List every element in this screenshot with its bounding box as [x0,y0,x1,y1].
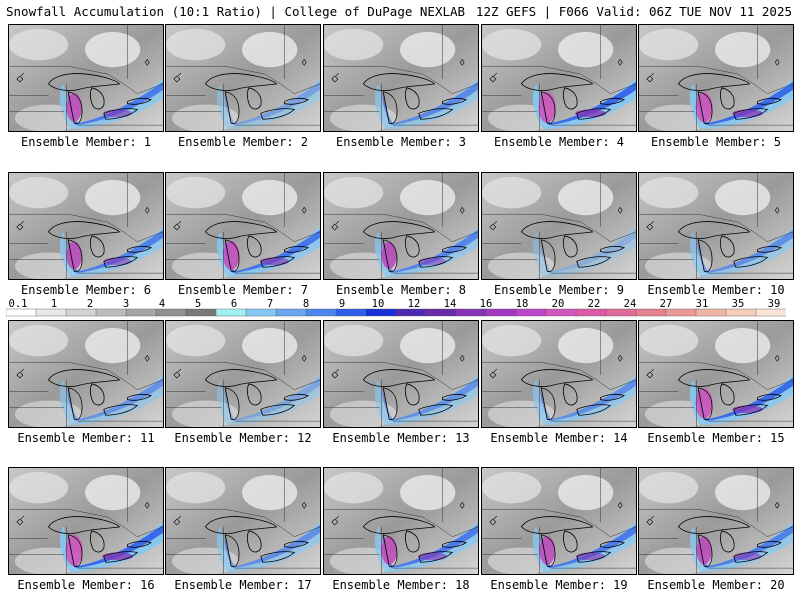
colorbar-tick-label: 20 [552,298,565,310]
ensemble-member-label: Ensemble Member: 7 [177,283,309,297]
colorbar-tick-label: 31 [696,298,709,310]
ensemble-map-panel [165,467,321,575]
colorbar-tick-label: 35 [732,298,745,310]
colorbar-swatch [605,308,637,317]
ensemble-map-panel [323,320,479,428]
ensemble-map-panel [8,24,164,132]
ensemble-map-panel [481,24,637,132]
ensemble-member-label: Ensemble Member: 12 [174,431,312,445]
ensemble-map-panel [638,24,794,132]
colorbar-swatch [425,308,457,317]
ensemble-member-label: Ensemble Member: 13 [332,431,470,445]
colorbar-tick-label: 18 [516,298,529,310]
colorbar-swatch [245,308,277,317]
colorbar-swatch [545,308,577,317]
ensemble-map-panel [323,24,479,132]
ensemble-map-panel [8,320,164,428]
colorbar-swatch [35,308,67,317]
snowfall-colorbar: 0.1 1 2 3 4 5 6 7 8 9 10 12 14 16 18 20 22 24 27 31 35 39 [6,297,786,317]
colorbar-swatch [515,308,547,317]
page-title: Snowfall Accumulation (10:1 Ratio) | Col… [6,4,466,19]
ensemble-member-label: Ensemble Member: 8 [335,283,467,297]
ensemble-map-panel [481,172,637,280]
colorbar-swatch [455,308,487,317]
colorbar-tick-label: 9 [339,298,345,310]
colorbar-swatch [125,308,157,317]
colorbar-tick-label: 27 [660,298,673,310]
colorbar-swatch [485,308,517,317]
colorbar-swatch [215,308,247,317]
colorbar-swatch [185,308,217,317]
ensemble-member-label: Ensemble Member: 9 [493,283,625,297]
colorbar-tick-label: 8 [303,298,309,310]
ensemble-member-label: Ensemble Member: 16 [17,578,155,592]
colorbar-tick-label: 6 [231,298,237,310]
colorbar-swatch [575,308,607,317]
ensemble-map-panel [638,467,794,575]
colorbar-swatch [695,308,727,317]
ensemble-member-label: Ensemble Member: 19 [490,578,628,592]
ensemble-map-panel [165,24,321,132]
colorbar-swatch [755,308,786,317]
colorbar-tick-label: 3 [123,298,129,310]
ensemble-member-label: Ensemble Member: 2 [177,135,309,149]
ensemble-member-label: Ensemble Member: 18 [332,578,470,592]
ensemble-member-label: Ensemble Member: 20 [647,578,785,592]
ensemble-map-panel [481,467,637,575]
colorbar-tick-label: 0.1 [9,298,28,310]
colorbar-swatch [155,308,187,317]
colorbar-tick-label: 24 [624,298,637,310]
ensemble-map-panel [8,172,164,280]
ensemble-member-label: Ensemble Member: 10 [647,283,785,297]
colorbar-swatch [725,308,757,317]
ensemble-map-panel [638,172,794,280]
ensemble-member-label: Ensemble Member: 17 [174,578,312,592]
run-info: 12Z GEFS | F066 Valid: 06Z TUE NOV 11 20… [475,4,792,19]
ensemble-map-panel [8,467,164,575]
ensemble-map-panel [638,320,794,428]
colorbar-tick-label: 16 [480,298,493,310]
colorbar-tick-label: 14 [444,298,457,310]
colorbar-swatch [395,308,427,317]
ensemble-member-label: Ensemble Member: 3 [335,135,467,149]
colorbar-swatch [65,308,97,317]
ensemble-member-label: Ensemble Member: 5 [650,135,782,149]
colorbar-swatch [665,308,697,317]
colorbar-tick-label: 10 [372,298,385,310]
ensemble-map-panel [165,320,321,428]
ensemble-member-label: Ensemble Member: 4 [493,135,625,149]
ensemble-member-label: Ensemble Member: 14 [490,431,628,445]
colorbar-swatch [275,308,307,317]
colorbar-tick-label: 5 [195,298,201,310]
colorbar-tick-label: 22 [588,298,601,310]
colorbar-tick-label: 4 [159,298,165,310]
ensemble-member-label: Ensemble Member: 1 [20,135,152,149]
colorbar-swatch [95,308,127,317]
colorbar-swatch [635,308,667,317]
ensemble-map-panel [165,172,321,280]
colorbar-swatch [365,308,397,317]
ensemble-member-label: Ensemble Member: 6 [20,283,152,297]
ensemble-map-panel [481,320,637,428]
colorbar-swatch [335,308,367,317]
colorbar-tick-label: 12 [408,298,421,310]
colorbar-tick-label: 7 [267,298,273,310]
colorbar-tick-label: 2 [87,298,93,310]
ensemble-map-panel [323,172,479,280]
colorbar-tick-label: 39 [768,298,781,310]
colorbar-tick-label: 1 [51,298,57,310]
colorbar-swatch [305,308,337,317]
ensemble-member-label: Ensemble Member: 11 [17,431,155,445]
ensemble-map-panel [323,467,479,575]
ensemble-member-label: Ensemble Member: 15 [647,431,785,445]
colorbar-swatch [6,308,37,317]
